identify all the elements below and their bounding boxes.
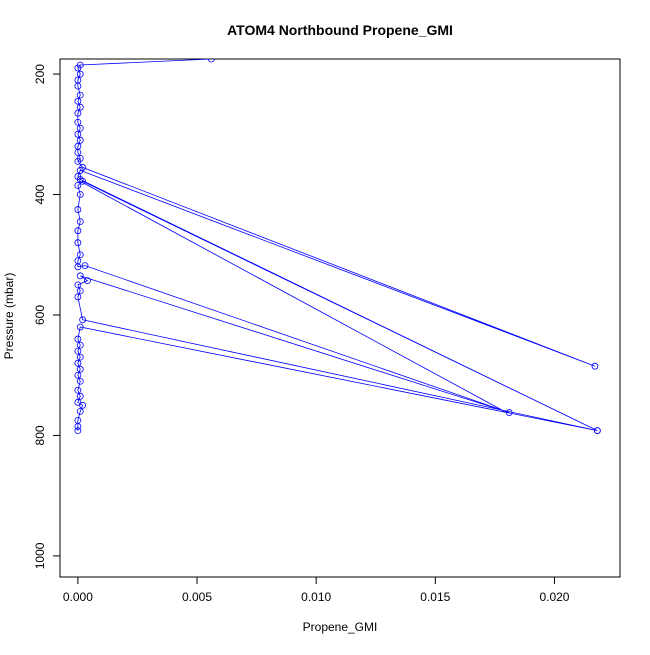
data-point — [76, 191, 84, 198]
data-point — [74, 293, 82, 301]
x-tick-label: 0.000 — [63, 590, 93, 604]
data-point — [74, 347, 82, 355]
data-point — [76, 136, 84, 144]
data-point — [76, 353, 84, 361]
data-point — [84, 277, 91, 285]
data-point — [76, 365, 84, 373]
data-point — [81, 262, 89, 269]
data-point — [76, 176, 84, 183]
data-point — [74, 386, 82, 394]
data-point — [593, 427, 601, 435]
data-point — [207, 59, 215, 63]
data-point — [591, 362, 599, 370]
data-point — [74, 427, 82, 435]
data-point — [74, 263, 82, 271]
data-point — [74, 97, 82, 105]
data-point — [74, 148, 82, 156]
data-point — [74, 281, 82, 289]
data-point — [76, 103, 84, 111]
x-tick-label: 0.015 — [420, 590, 450, 604]
series-line — [80, 180, 505, 412]
data-point — [76, 70, 84, 78]
data-point — [76, 392, 84, 400]
y-tick-label: 1000 — [33, 542, 47, 569]
data-point — [76, 407, 84, 415]
data-point — [76, 124, 84, 132]
data-point — [74, 109, 82, 117]
data-point — [76, 287, 84, 295]
chart-title: ATOM4 Northbound Propene_GMI — [227, 22, 453, 38]
series-line — [77, 59, 598, 432]
data-point — [74, 423, 82, 430]
data-point — [74, 239, 82, 247]
data-point — [76, 377, 84, 385]
data-point — [74, 157, 82, 165]
y-tick-label: 600 — [33, 305, 47, 325]
y-tick-label: 200 — [33, 64, 47, 84]
data-point — [74, 398, 82, 406]
x-axis: 0.000 0.005 0.010 0.015 0.020 — [63, 576, 570, 604]
data-point — [79, 316, 87, 324]
y-axis: 200 400 600 800 1000 — [33, 64, 61, 569]
data-point — [74, 371, 82, 379]
data-point — [74, 227, 82, 235]
data-point — [76, 91, 84, 99]
data-point — [74, 359, 82, 367]
data-point — [74, 82, 82, 90]
data-point — [74, 182, 82, 189]
data-point — [76, 323, 84, 331]
x-tick-label: 0.005 — [182, 590, 212, 604]
data-point — [76, 272, 84, 280]
data-point — [76, 341, 84, 349]
data-point — [76, 167, 84, 174]
data-point — [74, 118, 82, 126]
data-point — [79, 401, 87, 409]
y-axis-label: Pressure (mbar) — [2, 273, 16, 360]
data-point — [74, 64, 82, 72]
y-tick-label: 800 — [33, 425, 47, 445]
data-point — [505, 409, 513, 416]
x-tick-label: 0.020 — [539, 590, 569, 604]
data-point — [79, 177, 87, 185]
data-point — [76, 251, 84, 259]
x-tick-label: 0.010 — [301, 590, 331, 604]
plot-area — [74, 59, 601, 435]
data-point — [74, 206, 82, 213]
x-axis-label: Propene_GMI — [303, 620, 378, 634]
data-point — [74, 130, 82, 138]
data-point — [76, 218, 84, 226]
data-point — [74, 335, 82, 343]
y-tick-label: 400 — [33, 184, 47, 204]
